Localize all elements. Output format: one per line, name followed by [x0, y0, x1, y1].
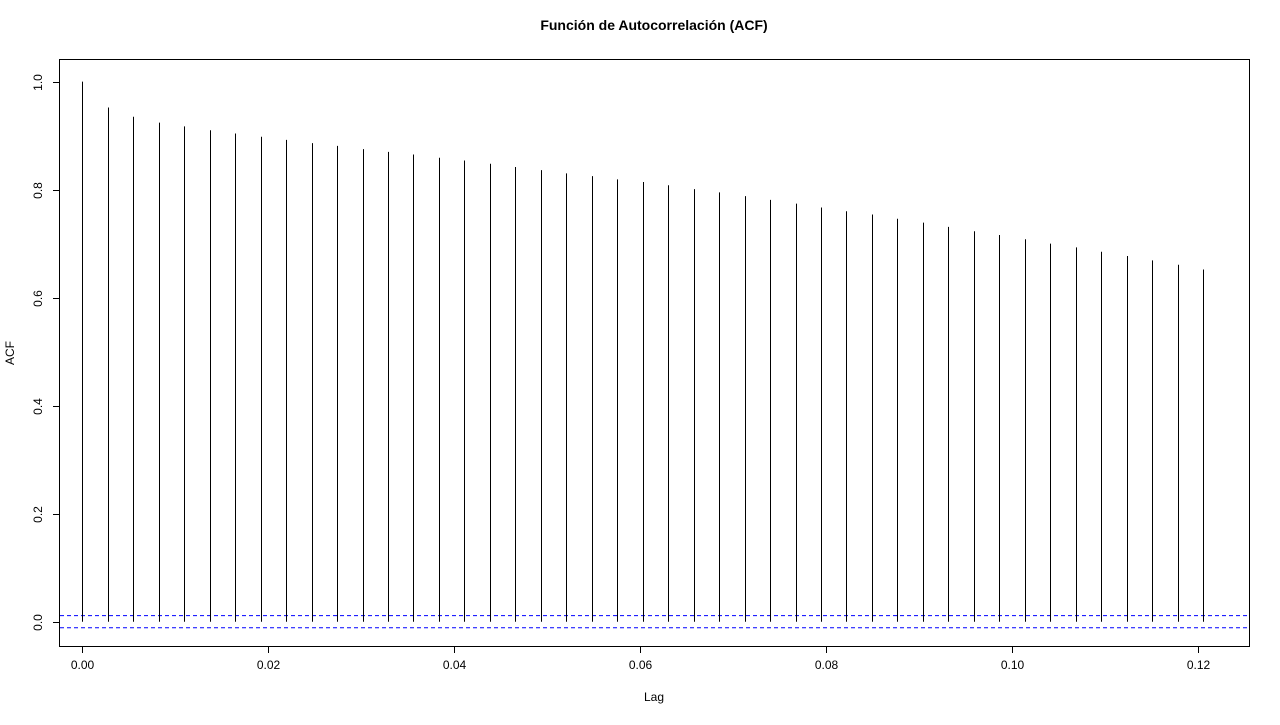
- x-tick-label: 0.08: [815, 658, 839, 672]
- y-axis: 0.0 0.2 0.4 0.6 0.8 1.0: [31, 74, 60, 631]
- x-tick-label: 0.06: [629, 658, 653, 672]
- y-tick-label: 0.0: [31, 614, 45, 631]
- y-tick-label: 1.0: [31, 74, 45, 91]
- x-tick-label: 0.04: [443, 658, 467, 672]
- chart-title: Función de Autocorrelación (ACF): [540, 17, 767, 33]
- x-tick-label: 0.12: [1187, 658, 1211, 672]
- plot-frame: [59, 59, 1250, 647]
- x-tick-label: 0.10: [1001, 658, 1025, 672]
- x-axis: 0.00 0.02 0.04 0.06 0.08 0.10 0.12: [71, 646, 1211, 672]
- acf-bars: [82, 81, 1204, 622]
- y-tick-label: 0.8: [31, 182, 45, 199]
- x-axis-label: Lag: [644, 690, 664, 704]
- y-axis-label: ACF: [3, 341, 17, 365]
- confidence-band: [60, 615, 1249, 629]
- y-tick-label: 0.6: [31, 290, 45, 307]
- y-tick-label: 0.4: [31, 398, 45, 415]
- y-tick-label: 0.2: [31, 506, 45, 523]
- x-tick-label: 0.02: [257, 658, 281, 672]
- x-tick-label: 0.00: [71, 658, 95, 672]
